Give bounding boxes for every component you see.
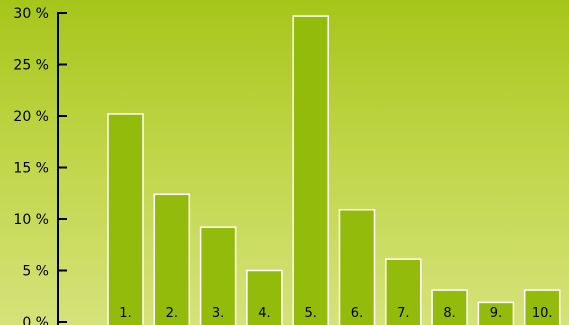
category-label: 2.: [166, 306, 178, 321]
bar-8: [431, 289, 468, 325]
category-label: 4.: [258, 306, 270, 321]
category-label: 5.: [304, 306, 316, 321]
y-tick-label: 15 %: [13, 161, 49, 177]
category-labels: 1. 2. 3. 4. 5. 6. 7. 8. 9. 10.: [119, 306, 552, 321]
bar-3: [199, 226, 237, 325]
y-tick-label: 10 %: [13, 212, 49, 228]
category-label: 9.: [490, 306, 502, 321]
category-label: 8.: [443, 306, 455, 321]
category-label: 10.: [532, 306, 553, 321]
bar-10: [523, 289, 561, 325]
bar-9: [477, 301, 515, 325]
bar-4: [246, 269, 283, 325]
bar-2: [153, 193, 191, 325]
category-label: 7.: [397, 306, 409, 321]
bar-6: [338, 208, 376, 325]
y-tick-label: 0 %: [22, 315, 49, 325]
y-tick-label: 25 %: [13, 58, 49, 74]
bar-1: [107, 113, 144, 325]
y-tick-label: 20 %: [13, 109, 49, 125]
bars: [107, 15, 561, 325]
bar-7: [385, 258, 422, 325]
category-label: 1.: [119, 306, 131, 321]
y-axis: 0 % 5 % 10 % 15 % 20 % 25 % 30 %: [13, 6, 67, 325]
bar-5: [292, 15, 329, 325]
category-label: 6.: [351, 306, 363, 321]
y-tick-label: 5 %: [22, 264, 49, 280]
category-label: 3.: [212, 306, 224, 321]
y-tick-label: 30 %: [13, 6, 49, 22]
